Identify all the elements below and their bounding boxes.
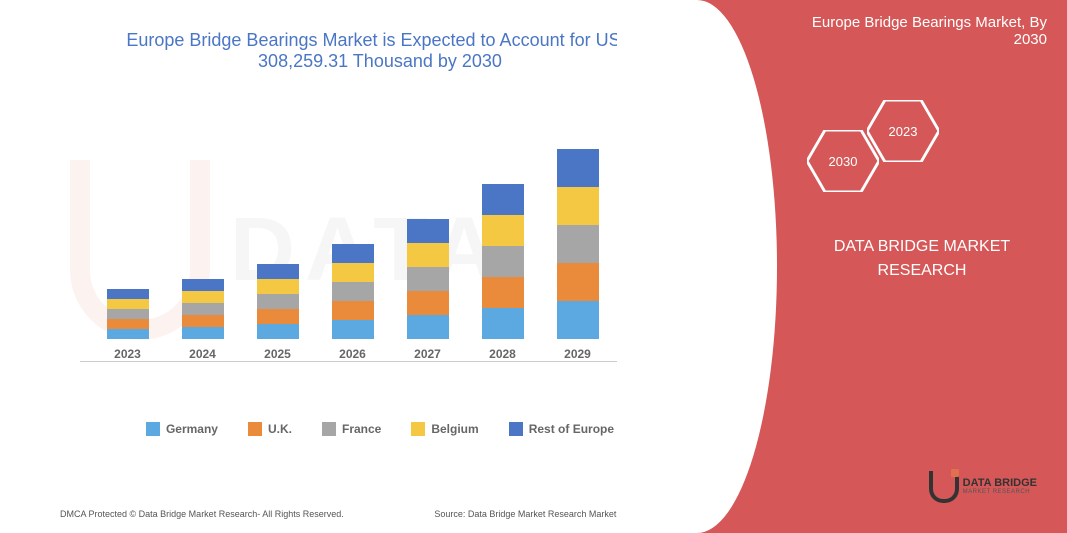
bar-group: 2025	[248, 264, 308, 361]
bar-segment	[407, 291, 449, 315]
x-axis-label: 2023	[114, 347, 141, 361]
legend-item: Rest of Europe	[509, 422, 614, 436]
legend-swatch	[509, 422, 523, 436]
legend-item: U.K.	[248, 422, 292, 436]
bar-segment	[107, 289, 149, 299]
bar-group: 2023	[98, 289, 158, 361]
bar-segment	[482, 184, 524, 215]
brand-logo-sub: MARKET RESEARCH	[963, 489, 1037, 495]
footer-copyright: DMCA Protected © Data Bridge Market Rese…	[60, 509, 344, 519]
bar-segment	[557, 225, 599, 263]
bar-segment	[332, 301, 374, 320]
brand-logo-icon	[929, 469, 957, 503]
bar-segment	[407, 267, 449, 291]
legend-swatch	[248, 422, 262, 436]
chart-title: Europe Bridge Bearings Market is Expecte…	[60, 30, 700, 72]
bar-stack	[332, 244, 374, 339]
bar-segment	[332, 263, 374, 282]
legend-label: Belgium	[431, 422, 478, 436]
bar-segment	[557, 149, 599, 187]
right-panel-title: Europe Bridge Bearings Market, By 2030	[787, 14, 1047, 48]
hexagon-2023: 2023	[867, 100, 939, 162]
bar-group: 2029	[548, 149, 608, 361]
bar-stack	[482, 184, 524, 339]
bar-segment	[257, 324, 299, 339]
legend-swatch	[411, 422, 425, 436]
bar-segment	[482, 277, 524, 308]
brand-title: DATA BRIDGE MARKET RESEARCH	[797, 235, 1047, 283]
bar-stack	[407, 219, 449, 339]
bar-segment	[182, 303, 224, 315]
bar-segment	[257, 294, 299, 309]
bar-segment	[107, 309, 149, 319]
bar-segment	[257, 264, 299, 279]
bar-segment	[257, 279, 299, 294]
legend-item: Germany	[146, 422, 218, 436]
bar-stack	[107, 289, 149, 339]
legend-swatch	[146, 422, 160, 436]
legend-label: Germany	[166, 422, 218, 436]
bar-segment	[182, 291, 224, 303]
bar-segment	[107, 329, 149, 339]
legend-label: France	[342, 422, 381, 436]
bar-segment	[557, 263, 599, 301]
bar-segment	[332, 320, 374, 339]
bar-segment	[332, 244, 374, 263]
bar-segment	[182, 279, 224, 291]
bar-segment	[407, 243, 449, 267]
bar-segment	[557, 187, 599, 225]
bar-segment	[557, 301, 599, 339]
legend-item: France	[322, 422, 381, 436]
x-axis-label: 2025	[264, 347, 291, 361]
bar-segment	[182, 315, 224, 327]
legend-swatch	[322, 422, 336, 436]
bar-stack	[257, 264, 299, 339]
footer: DMCA Protected © Data Bridge Market Rese…	[60, 509, 700, 519]
bar-group: 2026	[323, 244, 383, 361]
x-axis-label: 2029	[564, 347, 591, 361]
bar-stack	[557, 149, 599, 339]
brand-logo: DATA BRIDGE MARKET RESEARCH	[929, 469, 1037, 503]
legend-label: U.K.	[268, 422, 292, 436]
bar-segment	[407, 219, 449, 243]
bar-stack	[182, 279, 224, 339]
bar-segment	[407, 315, 449, 339]
bar-group: 2028	[473, 184, 533, 361]
bar-group: 2024	[173, 279, 233, 361]
legend-item: Belgium	[411, 422, 478, 436]
bar-segment	[482, 246, 524, 277]
bar-segment	[257, 309, 299, 324]
legend: Germany U.K. France Belgium Rest of Europe	[60, 422, 700, 436]
bar-segment	[107, 299, 149, 309]
x-axis-label: 2024	[189, 347, 216, 361]
x-axis-label: 2027	[414, 347, 441, 361]
legend-label: Rest of Europe	[529, 422, 614, 436]
bar-segment	[482, 308, 524, 339]
bar-segment	[332, 282, 374, 301]
bar-segment	[107, 319, 149, 329]
bar-chart: 20232024202520262027202820292030	[80, 112, 700, 402]
brand-logo-name: DATA BRIDGE	[963, 478, 1037, 489]
x-axis-label: 2028	[489, 347, 516, 361]
bar-segment	[482, 215, 524, 246]
bar-group: 2027	[398, 219, 458, 361]
bar-segment	[182, 327, 224, 339]
right-panel: Europe Bridge Bearings Market, By 2030 2…	[697, 0, 1067, 533]
x-axis-label: 2026	[339, 347, 366, 361]
